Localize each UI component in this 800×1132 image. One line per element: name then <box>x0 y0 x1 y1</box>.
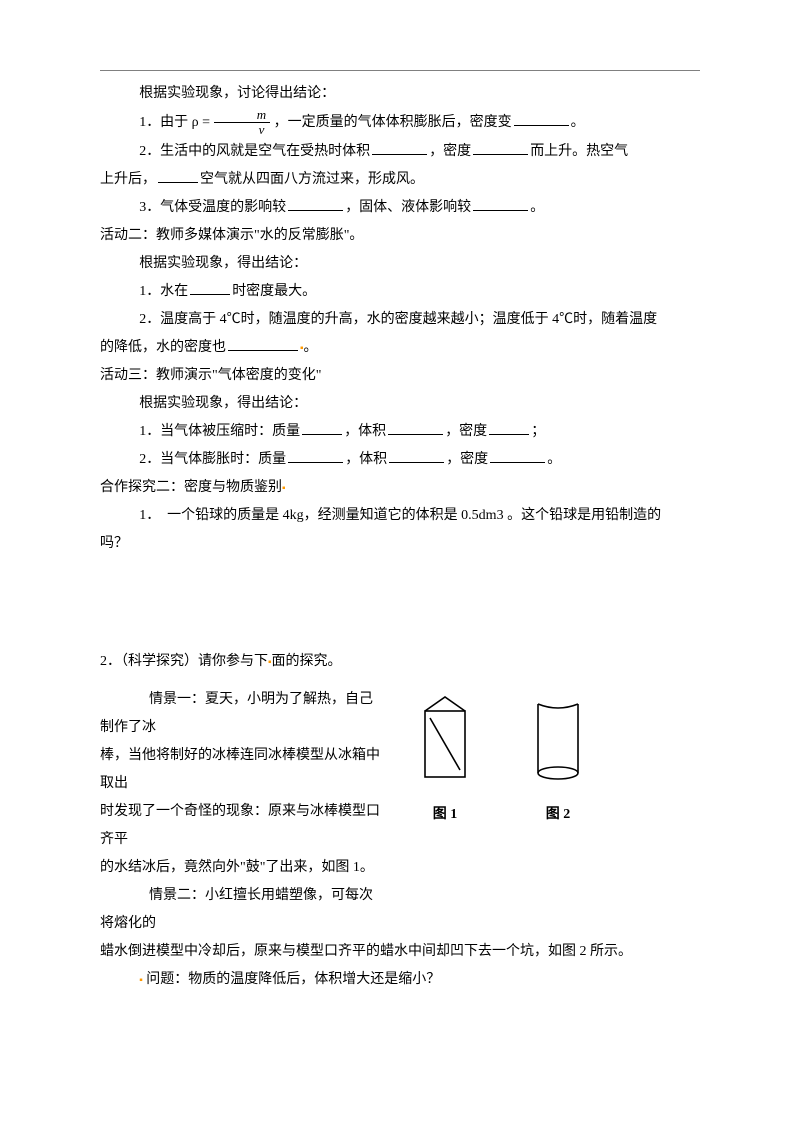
scenario-2-line1: 情景二：小红擅长用蜡塑像，可每次将熔化的 <box>100 882 380 938</box>
text: ，密度 <box>445 424 487 439</box>
activity-2-item-2b: 的降低，水的密度也▪。 <box>100 334 700 362</box>
scenario-2-line2: 蜡水倒进模型中冷却后，原来与模型口齐平的蜡水中间却凹下去一个坑，如图 2 所示。 <box>100 938 700 966</box>
blank <box>190 281 230 295</box>
blank <box>288 197 343 211</box>
text: ，体积 <box>345 452 387 467</box>
conclusion-1-density: 1．由于 ρ = m v ，一定质量的气体体积膨胀后，密度变 。 <box>100 108 700 138</box>
blank <box>389 449 444 463</box>
ice-pop-mold-icon <box>416 694 474 782</box>
text: 合作探究二：密度与物质鉴别 <box>100 480 282 495</box>
activity-2-intro: 根据实验现象，得出结论： <box>100 250 700 278</box>
numerator: m <box>214 108 271 123</box>
text: 问题：物质的温度降低后，体积增大还是缩小？ <box>146 972 440 987</box>
coop-inquiry-2-title: 合作探究二：密度与物质鉴别▪ <box>100 474 700 502</box>
question-1a: 1． 一个铅球的质量是 4kg，经测量知道它的体积是 0.5dm3 。这个铅球是… <box>100 502 700 530</box>
text: ，密度 <box>446 452 488 467</box>
text: 1．水在 <box>139 284 188 299</box>
scenario-1-line1: 情景一：夏天，小明为了解热，自己制作了冰 <box>100 686 380 742</box>
text: 。 <box>530 200 544 215</box>
text: 。 <box>547 452 561 467</box>
text: 上升后， <box>100 172 156 187</box>
text: ，密度 <box>429 144 471 159</box>
text: 1．当气体被压缩时：质量 <box>139 424 300 439</box>
conclusion-3-gas-temp: 3．气体受温度的影响较 ，固体、液体影响较 。 <box>100 194 700 222</box>
blank <box>473 141 528 155</box>
question-2-title: 2．（科学探究）请你参与下▪面的探究。 <box>100 648 700 676</box>
text: 1．由于 ρ = <box>139 115 210 130</box>
text: 时密度最大。 <box>232 284 316 299</box>
activity-2-item-2a: 2．温度高于 4℃时，随温度的升高，水的密度越来越小；温度低于 4℃时，随着温度 <box>100 306 700 334</box>
answer-space <box>100 558 700 648</box>
text: 2．当气体膨胀时：质量 <box>139 452 286 467</box>
blank <box>288 449 343 463</box>
denominator: v <box>214 123 271 137</box>
text: ，一定质量的气体体积膨胀后，密度变 <box>274 115 512 130</box>
figure-2-label: 图 2 <box>532 801 584 829</box>
scenario-1-line2: 棒，当他将制好的冰棒连同冰棒模型从冰箱中取出 <box>100 742 380 798</box>
activity-3-intro: 根据实验现象，得出结论： <box>100 390 700 418</box>
text: ； <box>531 424 545 439</box>
text: 。 <box>304 340 318 355</box>
wax-mold-icon <box>532 694 584 782</box>
scenario-1-line4: 的水结冰后，竟然向外"鼓"了出来，如图 1。 <box>100 854 380 882</box>
activity-3-item-2: 2．当气体膨胀时：质量 ，体积 ，密度 。 <box>100 446 700 474</box>
question-1b: 吗？ <box>100 530 700 558</box>
text: 2．生活中的风就是空气在受热时体积 <box>139 144 370 159</box>
observation-intro: 根据实验现象，讨论得出结论： <box>100 80 700 108</box>
orange-dot-icon: ▪ <box>282 483 286 494</box>
conclusion-2-wind-b: 上升后， 空气就从四面八方流过来，形成风。 <box>100 166 700 194</box>
text: 。 <box>571 115 585 130</box>
blank <box>228 337 298 351</box>
conclusion-2-wind-a: 2．生活中的风就是空气在受热时体积 ，密度 而上升。热空气 <box>100 138 700 166</box>
question-prompt: ▪ 问题：物质的温度降低后，体积增大还是缩小？ <box>100 966 700 994</box>
figure-2: 图 2 <box>532 694 584 829</box>
text: 的降低，水的密度也 <box>100 340 226 355</box>
figure-1-label: 图 1 <box>416 801 474 829</box>
text: ，固体、液体影响较 <box>345 200 471 215</box>
activity-3-title: 活动三：教师演示"气体密度的变化" <box>100 362 700 390</box>
activity-2-title: 活动二：教师多媒体演示"水的反常膨胀"。 <box>100 222 700 250</box>
text: 而上升。热空气 <box>530 144 628 159</box>
blank <box>473 197 528 211</box>
blank <box>489 421 529 435</box>
activity-2-item-1: 1．水在 时密度最大。 <box>100 278 700 306</box>
activity-3-item-1: 1．当气体被压缩时：质量 ，体积 ，密度 ； <box>100 418 700 446</box>
scenario-1-line3: 时发现了一个奇怪的现象：原来与冰棒模型口齐平 <box>100 798 380 854</box>
blank <box>158 169 198 183</box>
blank <box>302 421 342 435</box>
text: 2．（科学探究）请你参与下 <box>100 654 268 669</box>
figure-1: 图 1 <box>416 694 474 829</box>
blank <box>372 141 427 155</box>
fraction-m-over-v: m v <box>214 108 271 138</box>
blank <box>490 449 545 463</box>
text: 空气就从四面八方流过来，形成风。 <box>200 172 424 187</box>
text: 3．气体受温度的影响较 <box>139 200 286 215</box>
orange-dot-icon: ▪ <box>139 975 143 986</box>
text: 面的探究。 <box>272 654 342 669</box>
blank <box>388 421 443 435</box>
text: ，体积 <box>344 424 386 439</box>
blank <box>514 112 569 126</box>
